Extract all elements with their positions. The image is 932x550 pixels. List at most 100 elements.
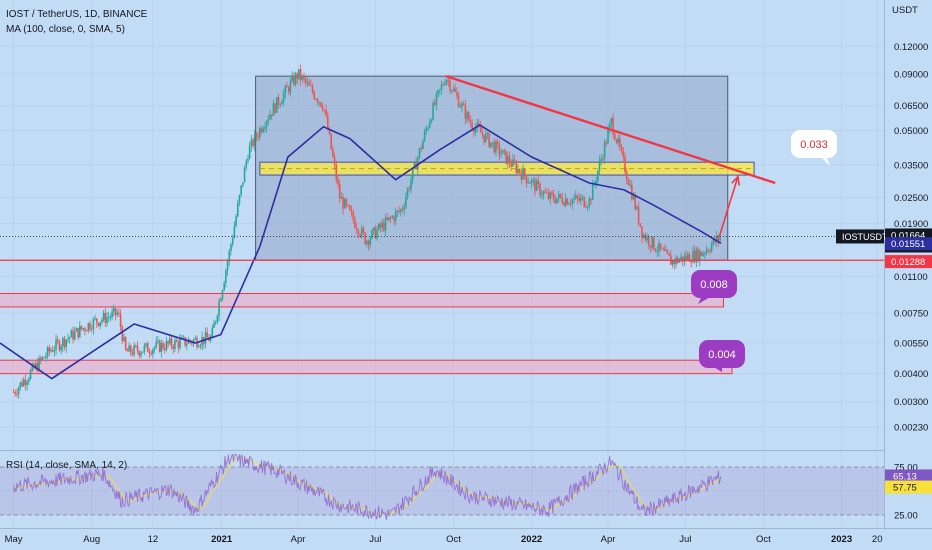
candle-body	[422, 140, 424, 150]
candle-body	[293, 76, 295, 85]
rsi-ma-tag-bg	[885, 480, 932, 494]
candle-body	[152, 349, 154, 355]
candle-body	[681, 256, 684, 262]
candle-body	[377, 223, 380, 230]
candle-body	[580, 197, 582, 201]
candle-body	[252, 139, 254, 147]
candle-body	[430, 119, 433, 122]
candle-body	[371, 230, 373, 239]
candle-body	[225, 270, 227, 283]
candle-body	[214, 321, 217, 324]
candle-body	[367, 240, 370, 245]
candle-body	[135, 345, 137, 347]
line-price-tag-bg	[885, 255, 932, 269]
candle-body	[138, 351, 141, 356]
candle-body	[121, 326, 124, 342]
rsi-indicator-label: RSI (14, close, SMA, 14, 2)	[6, 460, 128, 471]
candle-body	[561, 197, 563, 204]
candle-body	[517, 168, 519, 173]
candle-body	[238, 194, 241, 204]
candle-body	[343, 199, 346, 209]
candle-body	[213, 323, 215, 328]
candle-body	[133, 345, 135, 355]
candle-body	[481, 132, 484, 135]
price-tick-label: 0.12000	[894, 42, 928, 53]
candle-body	[551, 192, 553, 195]
candle-body	[394, 211, 397, 222]
candle-body	[136, 346, 139, 352]
candle-body	[294, 73, 297, 85]
candle-body	[342, 197, 344, 209]
candle-body	[24, 379, 27, 385]
candle-body	[304, 78, 307, 83]
candle-body	[337, 179, 339, 185]
candle-body	[461, 103, 463, 107]
candle-body	[449, 80, 451, 92]
candle-body	[65, 339, 68, 348]
candle-body	[641, 226, 643, 238]
line-price-tag: 0.01288	[891, 257, 925, 268]
candle-body	[537, 180, 540, 184]
candle-body	[357, 230, 360, 235]
candle-body	[315, 98, 317, 100]
candle-body	[306, 82, 309, 83]
candle-body	[313, 92, 315, 99]
candle-body	[491, 141, 494, 143]
candle-body	[663, 248, 665, 251]
candle-body	[617, 138, 620, 143]
candle-body	[467, 112, 470, 121]
candle-body	[242, 182, 244, 186]
candle-body	[119, 314, 122, 327]
candle-body	[605, 142, 608, 144]
candle-body	[26, 381, 28, 385]
candle-body	[77, 328, 79, 338]
candle-body	[362, 228, 365, 233]
candle-body	[598, 160, 601, 171]
candle-body	[656, 251, 659, 252]
candle-body	[141, 351, 144, 353]
candle-body	[218, 301, 220, 316]
candle-body	[250, 139, 253, 147]
candle-body	[345, 199, 348, 205]
candle-body	[495, 141, 497, 153]
rsi-value-tag: 65.13	[893, 471, 917, 482]
candle-body	[420, 148, 422, 150]
candle-body	[717, 236, 720, 241]
time-tick-label: Oct	[446, 534, 461, 545]
candle-body	[552, 194, 555, 200]
candle-body	[719, 237, 721, 241]
candle-body	[340, 197, 343, 199]
candle-body	[508, 156, 511, 164]
candle-body	[170, 338, 173, 347]
candle-body	[591, 183, 594, 201]
price-tick-label: 0.03500	[894, 160, 928, 171]
candle-body	[85, 330, 88, 332]
candle-body	[423, 131, 426, 141]
candle-body	[14, 392, 17, 394]
candle-body	[274, 103, 276, 113]
candle-body	[454, 88, 456, 93]
candle-body	[578, 198, 580, 201]
candle-body	[408, 188, 411, 190]
candle-body	[661, 248, 664, 250]
candle-body	[150, 353, 152, 355]
callout-0-008-shape	[691, 270, 737, 298]
candle-body	[372, 227, 375, 231]
candle-body	[632, 195, 635, 200]
candle-body	[192, 339, 195, 344]
candle-body	[148, 352, 151, 354]
candle-body	[680, 256, 682, 260]
candle-body	[692, 250, 694, 263]
candle-body	[124, 337, 127, 350]
candle-body	[43, 357, 45, 358]
candle-body	[664, 249, 667, 251]
candle-body	[671, 260, 674, 265]
rsi-ma-tag: 57.75	[893, 483, 917, 494]
candle-body	[369, 238, 372, 245]
price-tick-label: 0.09000	[894, 70, 928, 81]
candle-body	[366, 240, 368, 245]
price-tick-label: 0.05000	[894, 126, 928, 137]
candle-body	[143, 345, 146, 352]
candle-body	[279, 104, 282, 106]
